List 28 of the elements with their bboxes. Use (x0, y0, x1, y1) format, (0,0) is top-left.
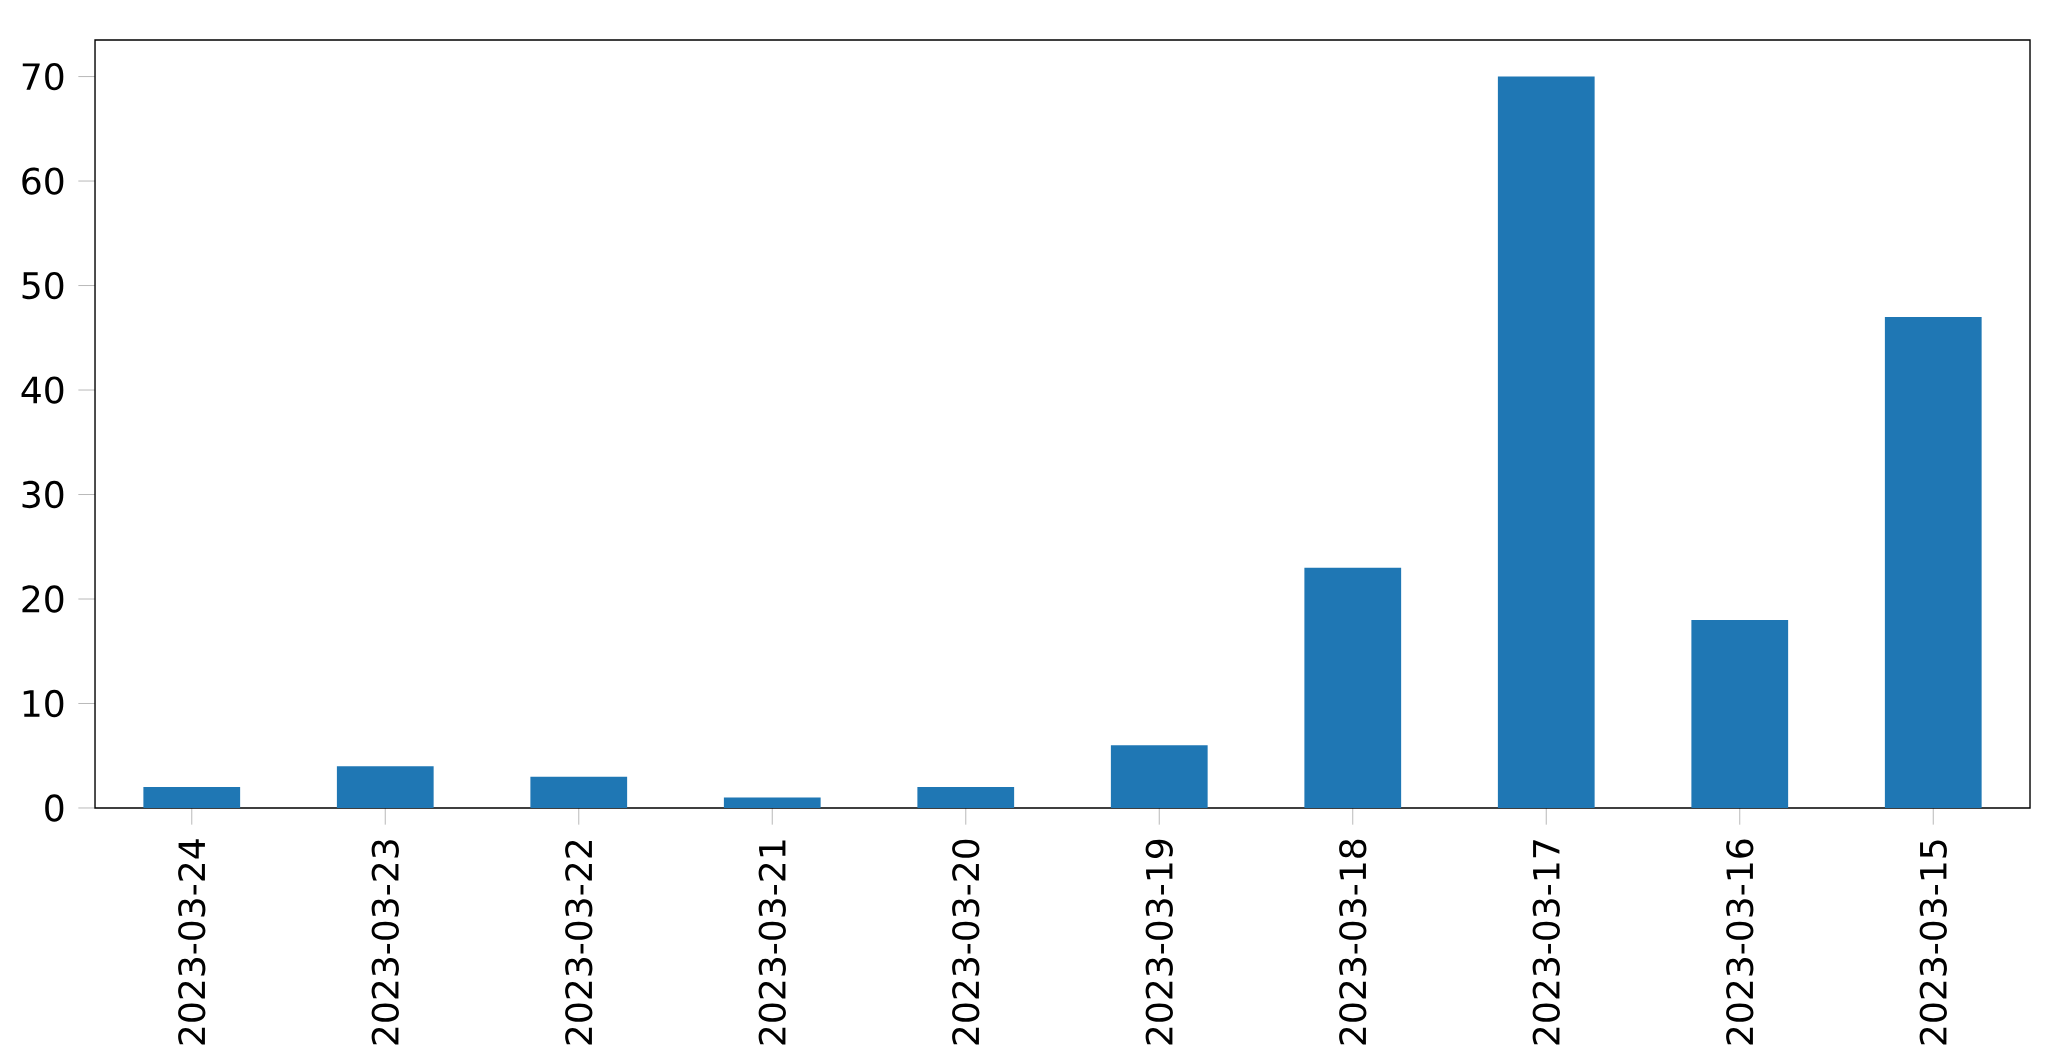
x-tick-label: 2023-03-24 (178, 839, 206, 1045)
bar (1110, 745, 1208, 808)
x-tick-label: 2023-03-15 (1919, 840, 1947, 1045)
bar (1497, 76, 1595, 808)
x-tick-label: 2023-03-19 (1145, 839, 1173, 1045)
y-tick-label: 60 (22, 167, 64, 195)
bar (143, 787, 241, 808)
x-tick-label: 2023-03-20 (952, 839, 980, 1045)
x-tick-label: 2023-03-22 (565, 840, 593, 1045)
y-tick-label: 40 (21, 376, 64, 404)
x-tick-label: 2023-03-23 (371, 840, 399, 1045)
x-tick-label: 2023-03-16 (1726, 839, 1754, 1045)
bar (336, 766, 434, 808)
bar (917, 787, 1015, 808)
x-tick-label: 2023-03-17 (1532, 840, 1560, 1045)
y-tick-label: 10 (23, 689, 64, 718)
y-tick-label: 0 (45, 794, 64, 822)
y-tick-label: 20 (22, 585, 64, 613)
bar (1691, 619, 1789, 808)
y-tick-label: 50 (22, 271, 64, 300)
bar (1884, 316, 1982, 808)
x-tick-label: 2023-03-18 (1339, 839, 1367, 1045)
bar (1304, 567, 1402, 808)
bar (723, 797, 821, 808)
y-tick-label: 30 (22, 480, 64, 509)
x-tick-label: 2023-03-21 (758, 840, 786, 1045)
y-tick-label: 70 (22, 62, 64, 91)
bar (530, 776, 628, 808)
